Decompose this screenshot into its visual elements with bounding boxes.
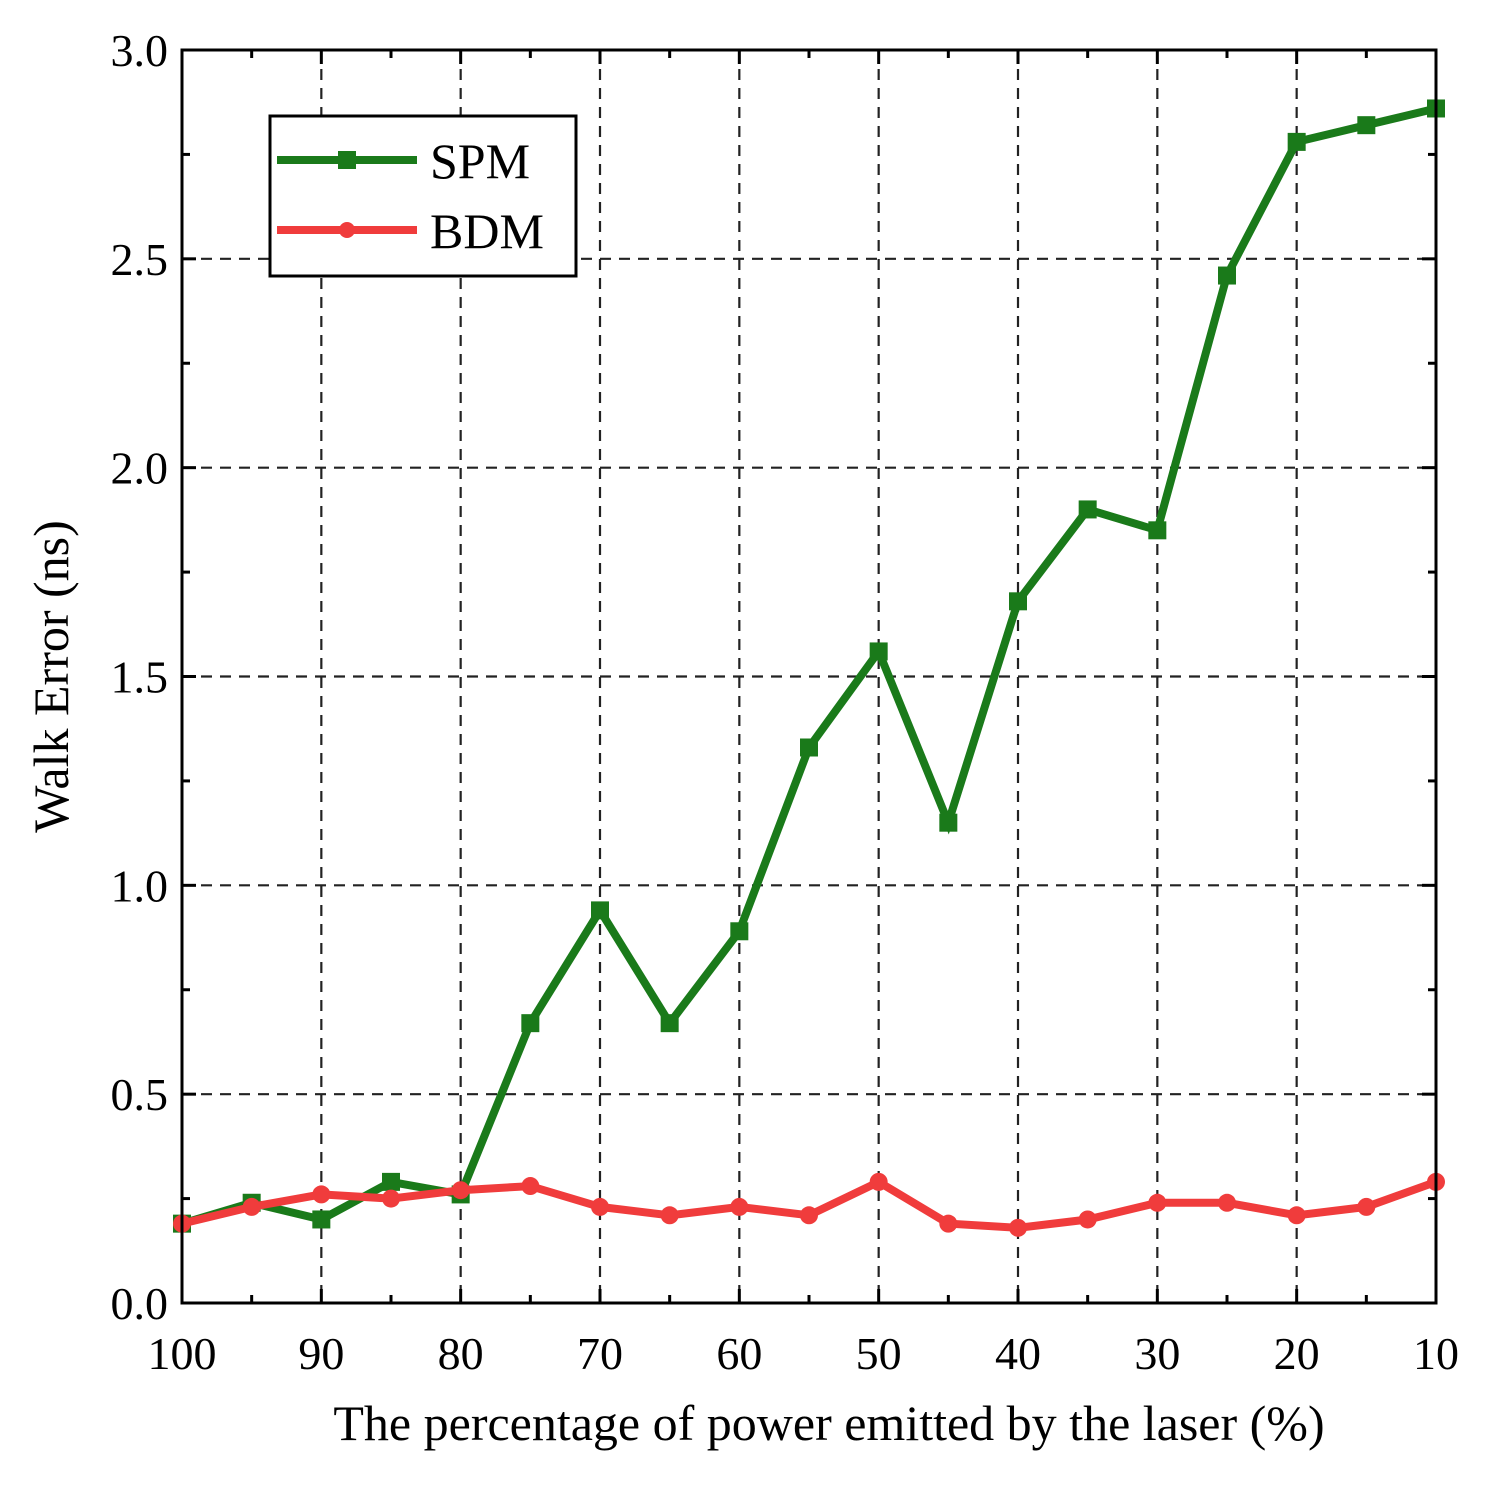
- data-point-spm: [1009, 592, 1027, 611]
- data-point-bdm: [730, 1197, 749, 1216]
- y-tick-label: 0.5: [111, 1069, 169, 1120]
- data-point-bdm: [521, 1177, 540, 1196]
- data-point-bdm: [591, 1197, 609, 1216]
- x-tick-label: 50: [856, 1328, 902, 1379]
- data-point-spm: [800, 738, 818, 757]
- y-tick-label: 1.0: [111, 860, 169, 911]
- y-axis-title: Walk Error (ns): [23, 520, 79, 833]
- data-point-bdm: [1009, 1218, 1027, 1237]
- data-point-bdm: [1218, 1193, 1236, 1212]
- x-tick-label: 70: [577, 1328, 623, 1379]
- data-point-bdm: [451, 1181, 470, 1200]
- data-point-spm: [1218, 266, 1236, 285]
- y-tick-label: 2.0: [111, 443, 169, 494]
- data-point-bdm: [242, 1197, 261, 1216]
- legend: SPM BDM: [268, 114, 578, 278]
- legend-label-spm: SPM: [430, 133, 530, 189]
- x-tick-label: 10: [1413, 1328, 1459, 1379]
- data-point-bdm: [660, 1206, 679, 1225]
- data-point-bdm: [939, 1214, 958, 1233]
- data-point-bdm: [312, 1185, 331, 1204]
- data-point-spm: [521, 1014, 540, 1033]
- data-point-bdm: [869, 1172, 888, 1191]
- data-point-spm: [1287, 132, 1306, 151]
- legend-marker-bdm: [339, 222, 355, 238]
- x-tick-label: 100: [148, 1328, 217, 1379]
- data-point-bdm: [382, 1189, 400, 1208]
- data-point-spm: [1148, 521, 1167, 540]
- x-tick-label: 90: [298, 1328, 344, 1379]
- data-point-bdm: [1148, 1193, 1167, 1212]
- data-point-bdm: [800, 1206, 818, 1225]
- data-point-bdm: [1078, 1210, 1097, 1229]
- axis-ticks: 100 90 80 70 60 50 40 30 20 10 0.0 0.5 1.0 1.5 2.0 2.5 3…: [111, 25, 1460, 1379]
- y-tick-label: 3.0: [111, 25, 169, 76]
- x-tick-label: 20: [1274, 1328, 1320, 1379]
- x-tick-label: 40: [995, 1328, 1041, 1379]
- data-point-spm: [869, 642, 888, 661]
- y-tick-label: 0.0: [111, 1278, 169, 1329]
- legend-marker-spm: [338, 151, 356, 169]
- data-point-spm: [312, 1210, 331, 1229]
- data-point-spm: [382, 1172, 400, 1191]
- data-point-spm: [730, 922, 749, 941]
- data-point-spm: [591, 901, 609, 920]
- x-tick-label: 30: [1134, 1328, 1180, 1379]
- x-axis-title: The percentage of power emitted by the l…: [333, 1395, 1324, 1451]
- data-point-spm: [939, 813, 958, 832]
- x-tick-label: 60: [716, 1328, 762, 1379]
- y-tick-label: 1.5: [111, 652, 169, 703]
- data-point-spm: [1078, 500, 1097, 519]
- data-point-bdm: [1287, 1206, 1306, 1225]
- data-point-spm: [1357, 116, 1376, 135]
- legend-label-bdm: BDM: [430, 203, 544, 259]
- legend-box: [268, 114, 578, 278]
- x-tick-label: 80: [438, 1328, 484, 1379]
- data-point-spm: [660, 1014, 679, 1033]
- data-point-bdm: [1357, 1197, 1376, 1216]
- y-tick-label: 2.5: [111, 234, 169, 285]
